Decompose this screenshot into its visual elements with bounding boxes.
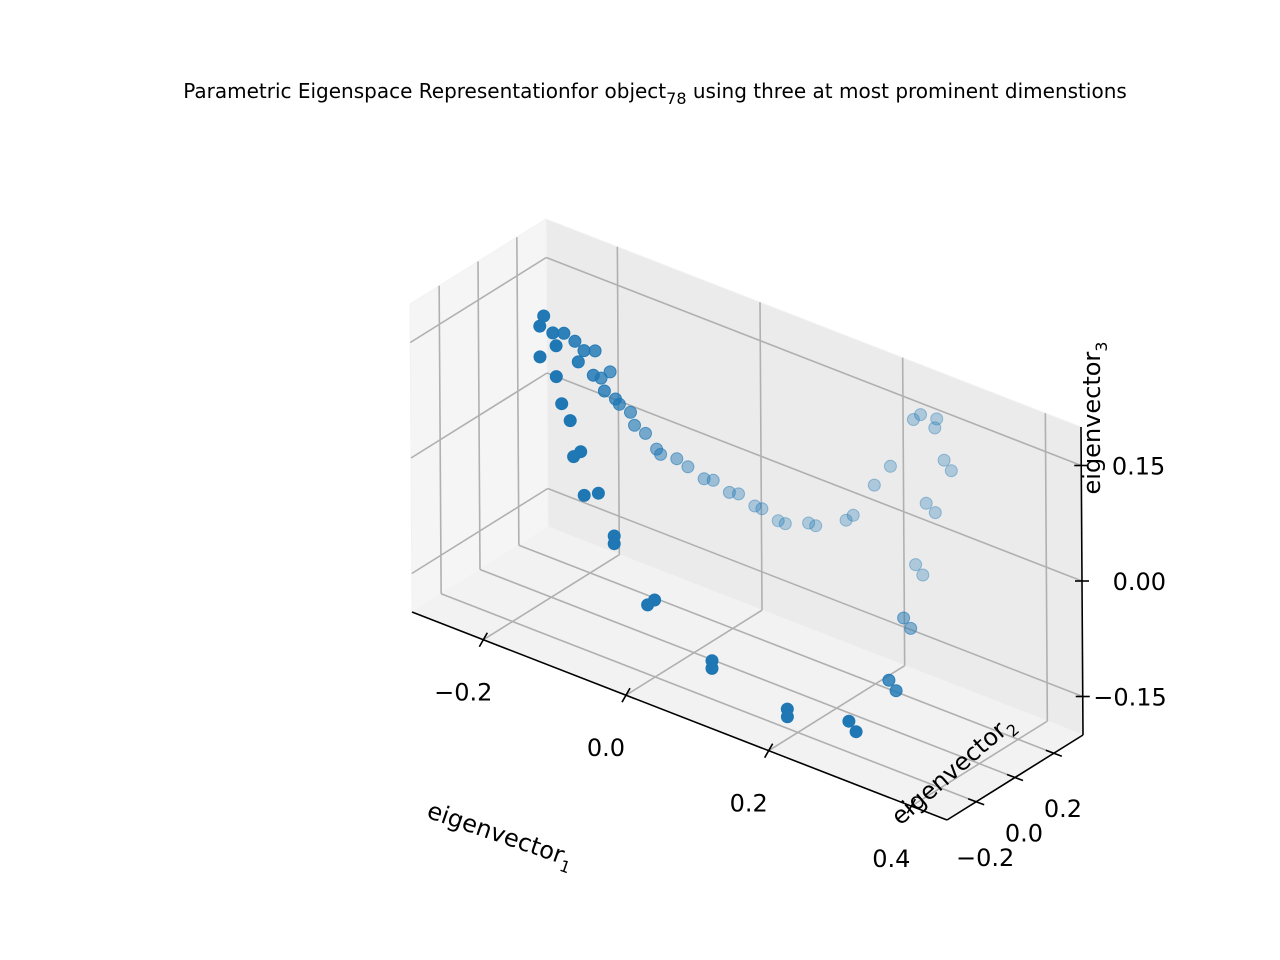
x-tick-label: −0.2 — [434, 679, 492, 707]
scatter-point — [748, 499, 762, 513]
y-gridline-floor — [518, 544, 1055, 754]
scatter-point — [628, 418, 641, 432]
scatter-point — [842, 714, 856, 728]
x-tick-label: 0.2 — [730, 790, 768, 818]
scatter-point — [705, 661, 719, 675]
scatter-point — [533, 350, 547, 364]
scatter-point — [555, 397, 569, 411]
scatter-point — [681, 460, 695, 474]
z-gridline-left — [409, 256, 547, 344]
x-tick-mark — [621, 687, 631, 703]
x-tick-mark — [763, 743, 774, 759]
scatter-point — [697, 472, 711, 486]
scatter-point — [586, 368, 600, 382]
y-tick-label: 0.0 — [1005, 820, 1043, 848]
x-axis-line — [411, 611, 948, 821]
scatter-point — [867, 478, 881, 492]
y-tick-mark — [1045, 749, 1063, 757]
scatter-point — [567, 450, 581, 464]
scatter-point — [603, 365, 617, 379]
scatter-point — [549, 370, 563, 384]
scatter-point — [624, 405, 637, 419]
scatter-point — [609, 392, 622, 406]
scatter-point — [846, 508, 860, 522]
scatter-point — [802, 516, 816, 530]
z-tick-label: −0.15 — [1093, 684, 1167, 712]
z-tick-label: 0.15 — [1112, 453, 1165, 481]
scatter-point — [909, 558, 923, 572]
scatter-point — [641, 598, 655, 612]
scatter-point — [577, 488, 591, 502]
scatter-point — [919, 496, 933, 510]
y-gridline-floor — [479, 568, 1016, 779]
scatter-point — [916, 568, 930, 582]
scatter-point — [928, 506, 942, 520]
scatter-point — [906, 413, 920, 426]
scatter-point — [771, 514, 785, 528]
scatter-point — [882, 673, 896, 687]
chart-title-rest: using three at most prominent dimenstion… — [687, 79, 1127, 103]
scatter-point — [563, 414, 577, 428]
chart-title: Parametric Eigenspace Representationfor … — [183, 79, 1127, 108]
y-gridline-floor — [440, 593, 977, 803]
scatter-point — [591, 486, 605, 500]
scatter-point — [568, 334, 582, 348]
scatter-point — [780, 710, 794, 724]
z-gridline-left — [411, 487, 549, 575]
y-tick-mark — [967, 798, 985, 806]
scatter-point — [755, 502, 769, 516]
scatter-point — [549, 339, 563, 353]
z-tick-label: 0.00 — [1113, 568, 1166, 596]
scatter-point — [732, 487, 745, 501]
scatter-point — [809, 519, 823, 533]
scatter-point — [883, 459, 897, 473]
z-gridline-back — [547, 487, 1084, 698]
scatter-point — [889, 684, 903, 698]
z-gridline-back — [546, 372, 1083, 582]
z-gridline-back — [545, 256, 1082, 467]
scatter-point — [944, 464, 958, 478]
x-tick-label: 0.4 — [872, 845, 910, 873]
scatter-point — [639, 426, 652, 440]
axes-ticks: −0.20.00.20.4 −0.20.00.2−0.150.000.15 — [434, 453, 1167, 874]
x-tick-label: 0.0 — [587, 734, 625, 762]
scatter-point — [670, 452, 684, 466]
scatter-point — [607, 537, 621, 551]
scatter-point — [778, 517, 792, 531]
z-gridline-left — [410, 372, 548, 459]
z-axis-label-main: eigenvector — [1078, 352, 1106, 495]
scatter-point — [849, 725, 863, 739]
z-axis-label-subscript: 3 — [1092, 342, 1111, 352]
scatter-point — [722, 485, 736, 499]
scatter-point — [839, 513, 853, 527]
z-axis-label: eigenvector3 — [1078, 342, 1111, 495]
scatter-point — [588, 344, 602, 358]
scatter-point — [928, 421, 942, 435]
scatter-point — [571, 355, 585, 369]
scatter-point — [914, 408, 927, 422]
y-tick-mark — [1006, 773, 1024, 782]
scatter-point — [546, 326, 560, 340]
scatter-point — [557, 326, 571, 340]
scatter-point — [904, 621, 918, 635]
y-tick-label: 0.2 — [1044, 795, 1082, 823]
x-tick-mark — [906, 798, 917, 814]
x-tick-mark — [478, 632, 489, 648]
scatter-point — [650, 442, 664, 456]
scatter-point — [577, 344, 591, 358]
chart-title-subscript: 78 — [666, 89, 686, 108]
scatter-point — [533, 319, 547, 333]
scatter-point — [597, 384, 611, 398]
scatter-point — [897, 611, 911, 625]
chart-title-main: Parametric Eigenspace Representationfor … — [183, 79, 666, 103]
scatter-points — [533, 309, 958, 739]
scatter-point — [930, 412, 944, 426]
axes-gridlines — [409, 237, 1084, 807]
y-tick-label: −0.2 — [956, 844, 1014, 872]
scatter-point — [937, 453, 951, 467]
